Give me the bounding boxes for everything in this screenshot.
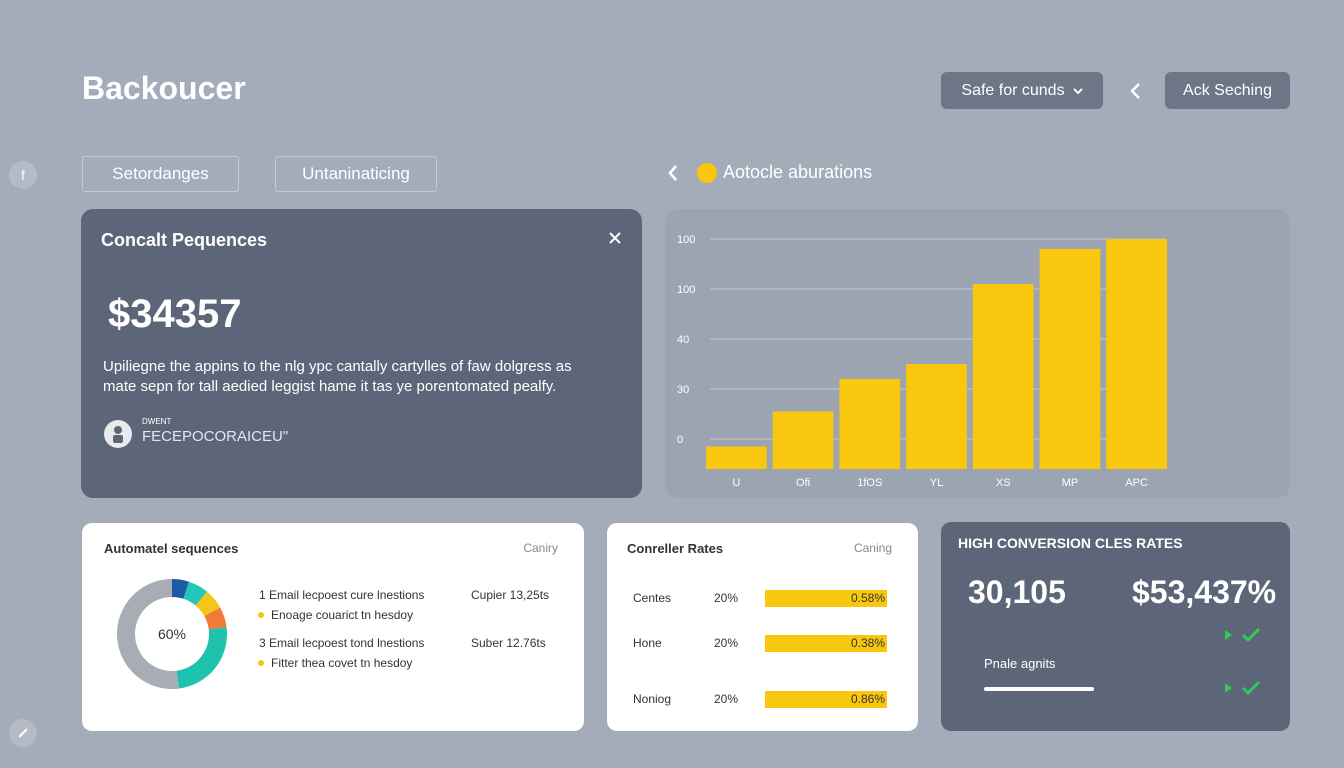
list-item: 3 Email lecpoest tond lnestions	[259, 636, 425, 650]
rate-value: 0.86%	[850, 692, 885, 706]
dropdown-label: Safe for cunds	[961, 81, 1065, 99]
row-share: 20%	[714, 591, 739, 605]
check-icon	[1225, 680, 1261, 696]
list-item: Enoage couarict tn hesdoy	[271, 608, 414, 622]
card-title: HIGH CONVERSION CLES RATES	[958, 535, 1183, 551]
donut-chart: 60%	[116, 579, 227, 689]
description: Upiliegne the appins to the nlg ypc cant…	[103, 358, 572, 395]
card-title: Conreller Rates	[627, 541, 724, 556]
amount-value: $53,437%	[1132, 574, 1277, 610]
x-tick-label: APC	[1125, 477, 1148, 489]
donut-segment	[195, 591, 221, 617]
donut-segment	[172, 579, 189, 599]
y-tick-label: 100	[677, 234, 695, 246]
card-title: Concalt Pequences	[101, 230, 268, 250]
chart-title: Aotocle aburations	[723, 162, 873, 182]
x-tick-label: Ofi	[796, 477, 810, 489]
row-share: 20%	[714, 636, 739, 650]
dropdown[interactable]: Safe for cunds	[941, 72, 1103, 109]
svg-text:f: f	[21, 167, 25, 183]
bullet	[258, 660, 264, 666]
summary-card: Concalt Pequences $34357 Upiliegne the a…	[81, 209, 642, 498]
donut-segment	[204, 607, 227, 630]
x-tick-label: U	[732, 477, 740, 489]
rate-bar: 0.58%	[765, 590, 887, 607]
row-label: Noniog	[633, 692, 672, 706]
close-icon[interactable]	[608, 231, 622, 245]
bar	[772, 411, 834, 469]
x-tick-label: XS	[996, 477, 1011, 489]
caption: Pnale agnits	[984, 656, 1056, 671]
conversion-card: HIGH CONVERSION CLES RATES 30,105 $53,43…	[941, 522, 1290, 731]
bar	[906, 364, 967, 469]
rate-bar: 0.86%	[765, 691, 887, 708]
donut-segment	[176, 627, 227, 689]
bar-chart: 0 30 40 100 100 U Ofi 1fOS YL XS MP APC	[677, 234, 1167, 489]
card-tag: Caning	[853, 541, 892, 555]
bullet	[258, 612, 264, 618]
check-icon	[1225, 627, 1261, 643]
app-title: Backoucer	[82, 70, 246, 106]
badge-caption: DWENT	[142, 417, 172, 426]
badge-label: FECEPOCORAICEU"	[142, 428, 289, 445]
x-tick-label: YL	[930, 477, 943, 489]
summary-value: $34357	[108, 292, 242, 336]
rate-bar: 0.38%	[765, 635, 887, 652]
tab[interactable]: Setordanges	[82, 156, 239, 192]
row-label: Centes	[633, 591, 672, 605]
button-label: Ack Seching	[1183, 81, 1272, 99]
back-arrow[interactable]	[664, 163, 684, 183]
progress-line	[984, 687, 1094, 691]
rate-value: 0.38%	[850, 636, 885, 650]
list-meta: Cupier 13,25ts	[471, 588, 550, 602]
y-tick-label: 30	[677, 384, 689, 396]
chevron	[1072, 87, 1083, 94]
x-tick-label: 1fOS	[857, 477, 882, 489]
sequences-card: Automatel sequences Caniry 60% 1 Email l…	[82, 523, 584, 731]
back-arrow[interactable]	[1128, 82, 1144, 100]
bar	[972, 284, 1034, 469]
row-share: 20%	[714, 692, 739, 706]
y-tick-label: 40	[677, 334, 689, 346]
list-item: 1 Email lecpoest cure lnestions	[259, 588, 425, 602]
donut-segment	[116, 579, 179, 689]
count-value: 30,105	[968, 574, 1066, 610]
y-tick-label: 0	[677, 434, 683, 446]
rate-value: 0.58%	[850, 591, 885, 605]
list-item: Fitter thea covet tn hesdoy	[271, 656, 413, 670]
row-label: Hone	[633, 636, 662, 650]
bar	[1106, 239, 1167, 469]
action-button[interactable]: Ack Seching	[1165, 72, 1290, 109]
donut-segment	[183, 581, 208, 606]
side-icon[interactable]	[8, 718, 38, 748]
card-title: Automatel sequences	[104, 541, 239, 556]
badge-icon	[104, 420, 132, 448]
bar	[839, 379, 901, 469]
x-tick-label: MP	[1062, 477, 1079, 489]
card-tag: Caniry	[523, 541, 558, 555]
chart-panel: 0 30 40 100 100 U Ofi 1fOS YL XS MP APC	[665, 209, 1290, 498]
rates-card: Conreller Rates Caning Centes 20% 0.58% Hon…	[607, 523, 918, 731]
bar	[706, 446, 767, 469]
bar	[1039, 249, 1101, 469]
donut-center-label: 60%	[158, 626, 186, 642]
y-tick-label: 100	[677, 284, 695, 296]
social-icon[interactable]: f	[8, 160, 38, 190]
list-meta: Suber 12.76ts	[471, 636, 546, 650]
status-dot	[697, 163, 717, 183]
tab[interactable]: Untaninaticing	[275, 156, 437, 192]
